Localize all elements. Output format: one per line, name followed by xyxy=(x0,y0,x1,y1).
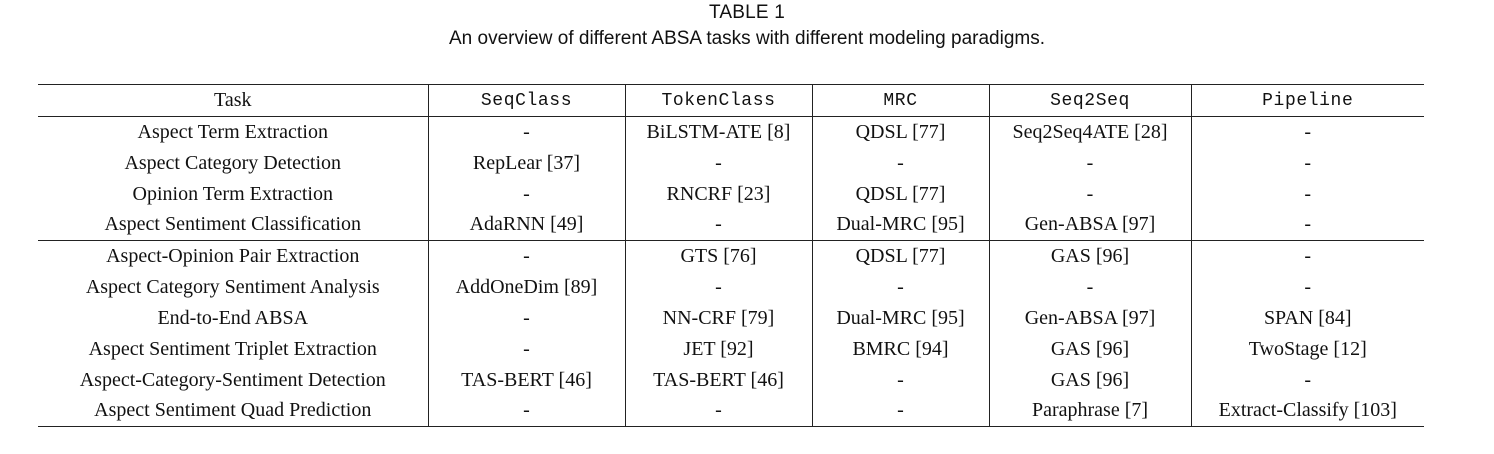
mrc-cell: QDSL [77] xyxy=(811,116,989,148)
table-row: Aspect Term Extraction - BiLSTM-ATE [8] … xyxy=(38,116,1424,148)
pipeline-cell: SPAN [84] xyxy=(1190,302,1424,334)
pipeline-cell: - xyxy=(1190,364,1424,396)
table-row: Aspect Sentiment Classification AdaRNN [… xyxy=(38,209,1424,241)
pipeline-cell: - xyxy=(1190,116,1424,148)
seqclass-cell: - xyxy=(427,240,625,272)
tokenclass-cell: - xyxy=(624,147,812,179)
tokenclass-cell: GTS [76] xyxy=(624,240,812,272)
mrc-cell: BMRC [94] xyxy=(811,333,989,365)
task-cell: Aspect Term Extraction xyxy=(137,120,328,143)
header-task: Task xyxy=(214,89,252,111)
task-cell: Aspect Category Sentiment Analysis xyxy=(85,275,380,298)
seq2seq-cell: Gen-ABSA [97] xyxy=(988,209,1191,241)
tokenclass-cell: BiLSTM-ATE [8] xyxy=(624,116,812,148)
seqclass-cell: RepLear [37] xyxy=(427,147,625,179)
seqclass-cell: TAS-BERT [46] xyxy=(427,364,625,396)
pipeline-cell: - xyxy=(1190,271,1424,303)
tokenclass-cell: RNCRF [23] xyxy=(624,178,812,210)
seq2seq-cell: Paraphrase [7] xyxy=(988,395,1191,427)
table-row: Aspect Category Sentiment Analysis AddOn… xyxy=(38,271,1424,303)
seq2seq-cell: GAS [96] xyxy=(988,240,1191,272)
seqclass-cell: AdaRNN [49] xyxy=(427,209,625,241)
table-row: Aspect-Category-Sentiment Detection TAS-… xyxy=(38,364,1424,396)
table-row: Aspect Sentiment Quad Prediction - - - P… xyxy=(38,395,1424,427)
pipeline-cell: - xyxy=(1190,240,1424,272)
seq2seq-cell: - xyxy=(988,147,1191,179)
tokenclass-cell: NN-CRF [79] xyxy=(624,302,812,334)
task-cell: Aspect Category Detection xyxy=(124,151,342,174)
table-label: TABLE 1 xyxy=(708,2,786,23)
header-seqclass: SeqClass xyxy=(427,84,625,117)
tokenclass-cell: - xyxy=(624,209,812,241)
compound-task-group: Aspect-Opinion Pair Extraction - GTS [76… xyxy=(38,240,1424,427)
pipeline-cell: TwoStage [12] xyxy=(1190,333,1424,365)
seqclass-cell: - xyxy=(427,116,625,148)
single-task-group: Aspect Term Extraction - BiLSTM-ATE [8] … xyxy=(38,116,1424,241)
header-pipeline: Pipeline xyxy=(1190,84,1424,117)
mrc-cell: Dual-MRC [95] xyxy=(811,209,989,241)
header-seq2seq: Seq2Seq xyxy=(988,84,1191,117)
seq2seq-cell: - xyxy=(988,178,1191,210)
table-row: Aspect Category Detection RepLear [37] -… xyxy=(38,147,1424,179)
pipeline-cell: - xyxy=(1190,178,1424,210)
mrc-cell: Dual-MRC [95] xyxy=(811,302,989,334)
tokenclass-cell: - xyxy=(624,271,812,303)
mrc-cell: - xyxy=(811,364,989,396)
table-row: Aspect Sentiment Triplet Extraction - JE… xyxy=(38,333,1424,365)
seqclass-cell: - xyxy=(427,395,625,427)
mrc-cell: QDSL [77] xyxy=(811,240,989,272)
header-mrc: MRC xyxy=(811,84,989,117)
seqclass-cell: AddOneDim [89] xyxy=(427,271,625,303)
task-cell: End-to-End ABSA xyxy=(157,306,309,329)
header-row: Task SeqClass TokenClass MRC Seq2Seq Pip… xyxy=(38,84,1424,117)
tokenclass-cell: JET [92] xyxy=(624,333,812,365)
seq2seq-cell: - xyxy=(988,271,1191,303)
seq2seq-cell: Gen-ABSA [97] xyxy=(988,302,1191,334)
tokenclass-cell: - xyxy=(624,395,812,427)
table-row: End-to-End ABSA - NN-CRF [79] Dual-MRC [… xyxy=(38,302,1424,334)
seqclass-cell: - xyxy=(427,302,625,334)
tokenclass-cell: TAS-BERT [46] xyxy=(624,364,812,396)
table-header: Task SeqClass TokenClass MRC Seq2Seq Pip… xyxy=(38,84,1424,117)
table-row: Opinion Term Extraction - RNCRF [23] QDS… xyxy=(38,178,1424,210)
header-tokenclass: TokenClass xyxy=(624,84,812,117)
task-cell: Aspect Sentiment Quad Prediction xyxy=(94,399,372,422)
seqclass-cell: - xyxy=(427,178,625,210)
seq2seq-cell: GAS [96] xyxy=(988,364,1191,396)
pipeline-cell: Extract-Classify [103] xyxy=(1190,395,1424,427)
mrc-cell: QDSL [77] xyxy=(811,178,989,210)
seq2seq-cell: Seq2Seq4ATE [28] xyxy=(988,116,1191,148)
mrc-cell: - xyxy=(811,271,989,303)
table-caption: An overview of different ABSA tasks with… xyxy=(448,28,1045,49)
absa-overview-table: Task SeqClass TokenClass MRC Seq2Seq Pip… xyxy=(38,84,1424,427)
task-cell: Aspect-Category-Sentiment Detection xyxy=(79,368,386,391)
task-cell: Aspect Sentiment Classification xyxy=(104,213,362,236)
mrc-cell: - xyxy=(811,147,989,179)
table-row: Aspect-Opinion Pair Extraction - GTS [76… xyxy=(38,240,1424,272)
task-cell: Aspect Sentiment Triplet Extraction xyxy=(88,337,377,360)
task-cell: Aspect-Opinion Pair Extraction xyxy=(106,244,360,267)
task-cell: Opinion Term Extraction xyxy=(132,182,333,205)
pipeline-cell: - xyxy=(1190,147,1424,179)
mrc-cell: - xyxy=(811,395,989,427)
seqclass-cell: - xyxy=(427,333,625,365)
seq2seq-cell: GAS [96] xyxy=(988,333,1191,365)
pipeline-cell: - xyxy=(1190,209,1424,241)
